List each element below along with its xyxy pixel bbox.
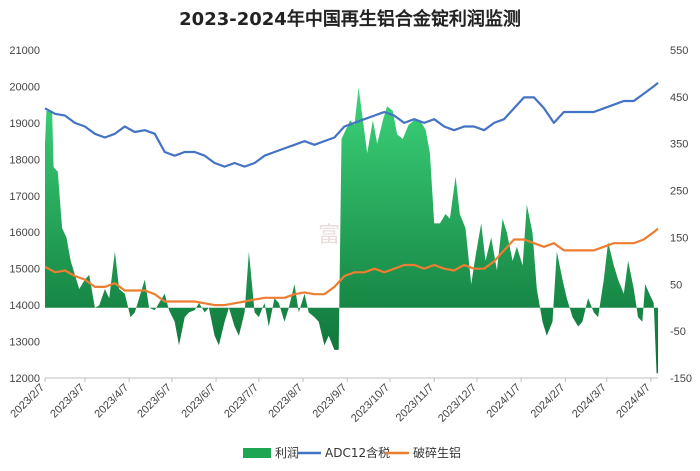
x-tick-label: 2023/9/7 xyxy=(311,382,350,421)
series-line-scrap xyxy=(44,227,659,307)
x-tick-label: 2024/4/7 xyxy=(614,382,653,421)
plot-area xyxy=(44,81,659,374)
legend-label: 破碎生铝 xyxy=(413,445,461,460)
legend-label: ADC12含税 xyxy=(325,445,390,460)
y-right-tick-label: -50 xyxy=(670,326,686,338)
legend: 利润 ADC12含税 破碎生铝 xyxy=(243,445,461,460)
legend-label: 利润 xyxy=(275,446,299,460)
y-left-tick-label: 13000 xyxy=(9,337,40,349)
y-right-tick-label: 350 xyxy=(670,139,688,151)
x-tick-label: 2024/3/7 xyxy=(570,382,609,421)
x-tick-label: 2023/12/7 xyxy=(436,382,479,425)
series-area-profit xyxy=(45,87,658,374)
x-tick-label: 2024/1/7 xyxy=(484,382,523,421)
x-tick-label: 2023/6/7 xyxy=(179,382,218,421)
x-tick-label: 2024/2/7 xyxy=(529,382,568,421)
x-tick-label: 2023/8/7 xyxy=(266,382,305,421)
chart-title: 2023-2024年中国再生铝合金锭利润监测 xyxy=(179,8,521,30)
y-left-tick-label: 17000 xyxy=(9,191,40,203)
y-right-tick-label: 50 xyxy=(670,279,682,291)
y-right-tick-label: 550 xyxy=(670,45,688,57)
x-tick-label: 2023/4/7 xyxy=(92,382,131,421)
y-left-tick-label: 18000 xyxy=(9,154,40,166)
x-tick-label: 2023/11/7 xyxy=(394,382,437,425)
y-right-tick-label: 150 xyxy=(670,232,688,244)
x-tick-label: 2023/3/7 xyxy=(48,382,87,421)
series-line-adc12 xyxy=(44,81,659,168)
x-tick-label: 2023/2/7 xyxy=(8,382,47,421)
x-tick-label: 2023/7/7 xyxy=(222,382,261,421)
x-tick-label: 2023/10/7 xyxy=(349,382,392,425)
y-left-tick-label: 15000 xyxy=(9,264,40,276)
y-right-tick-label: 450 xyxy=(670,92,688,104)
y-right-tick-label: -150 xyxy=(670,373,692,385)
x-tick-label: 2023/5/7 xyxy=(135,382,174,421)
y-right-tick-label: 250 xyxy=(670,186,688,198)
y-left-tick-label: 21000 xyxy=(9,45,40,57)
y-left-tick-label: 19000 xyxy=(9,118,40,130)
y-left-tick-label: 20000 xyxy=(9,81,40,93)
legend-swatch-profit xyxy=(243,448,271,458)
y-left-tick-label: 12000 xyxy=(9,373,40,385)
y-left-tick-label: 14000 xyxy=(9,300,40,312)
y-left-tick-label: 16000 xyxy=(9,227,40,239)
